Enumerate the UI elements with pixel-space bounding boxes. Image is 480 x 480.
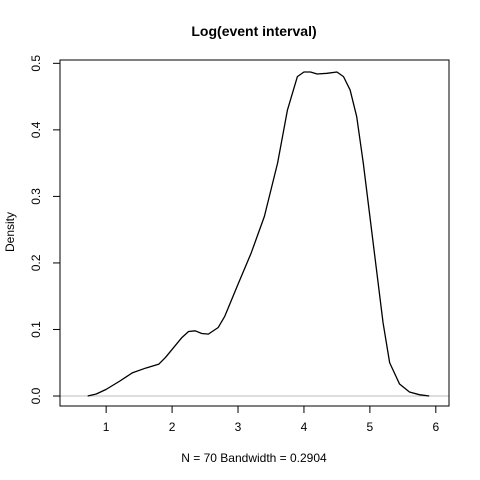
x-tick-label: 5 <box>367 420 374 434</box>
axis-ticks: 1 2 3 4 5 6 0.0 0.1 0.2 0.3 0.4 0.5 <box>29 55 439 434</box>
x-tick-label: 6 <box>432 420 439 434</box>
y-tick-label: 0.2 <box>29 254 43 271</box>
chart-title: Log(event interval) <box>191 23 316 39</box>
x-tick-label: 4 <box>301 420 308 434</box>
plot-box <box>59 59 450 407</box>
x-tick-label: 1 <box>103 420 110 434</box>
y-tick-label: 0.0 <box>29 387 43 404</box>
x-tick-label: 2 <box>169 420 176 434</box>
y-axis-label: Density <box>3 212 17 252</box>
y-tick-label: 0.3 <box>29 188 43 205</box>
density-curve <box>87 71 430 397</box>
y-tick-label: 0.4 <box>29 121 43 138</box>
x-tick-label: 3 <box>235 420 242 434</box>
x-axis-label: N = 70 Bandwidth = 0.2904 <box>181 451 327 465</box>
y-tick-label: 0.5 <box>29 55 43 72</box>
y-tick-label: 0.1 <box>29 321 43 338</box>
